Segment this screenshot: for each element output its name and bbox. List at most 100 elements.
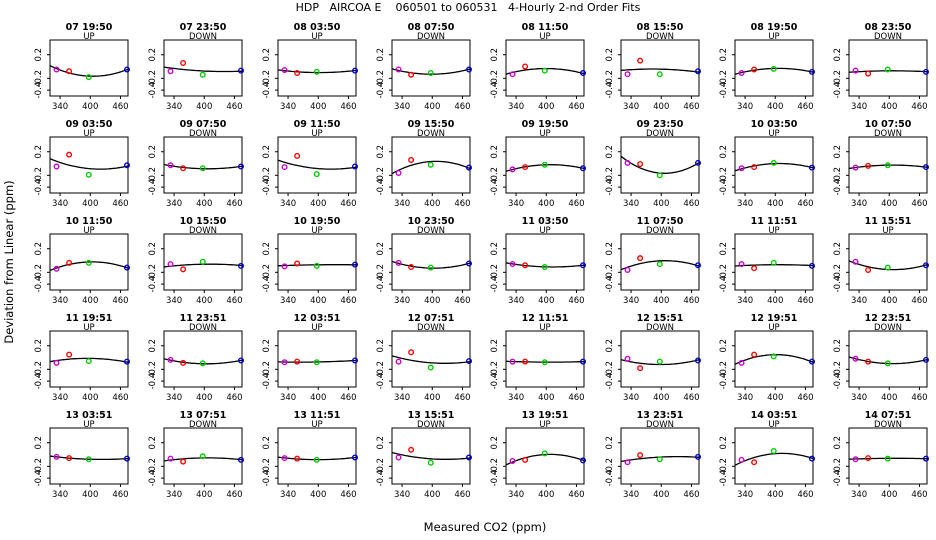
panel-title: 10 11:50 <box>66 216 113 227</box>
panel-title: 12 23:51 <box>865 313 912 324</box>
x-tick-label: 340 <box>623 102 639 112</box>
y-tick-label: -0.4 <box>605 179 615 196</box>
data-point <box>738 70 745 77</box>
data-point <box>167 455 174 462</box>
y-tick-label: -0.4 <box>34 82 44 99</box>
x-tick-label: 460 <box>683 393 699 403</box>
y-tick-label: 0.2 <box>605 339 615 353</box>
x-tick-label: 400 <box>767 199 783 209</box>
x-tick-label: 460 <box>568 102 584 112</box>
x-tick-label: 400 <box>538 102 554 112</box>
y-tick-label: -0.4 <box>833 276 843 293</box>
y-tick-label: -0.2 <box>490 458 500 475</box>
y-tick-label: -0.2 <box>376 361 386 378</box>
x-tick-label: 460 <box>568 296 584 306</box>
x-tick-label: 400 <box>767 296 783 306</box>
y-tick-label: -0.2 <box>148 361 158 378</box>
data-point <box>465 260 472 267</box>
y-tick-label: 0.2 <box>262 339 272 353</box>
y-tick-label: -0.4 <box>262 82 272 99</box>
x-tick-label: 460 <box>797 393 813 403</box>
data-point <box>541 67 548 74</box>
data-point <box>66 455 73 462</box>
y-tick-label: -0.2 <box>34 458 44 475</box>
data-point <box>656 358 663 365</box>
panel-title: 09 07:50 <box>180 119 227 130</box>
x-tick-label: 460 <box>911 393 927 403</box>
x-tick-label: 340 <box>737 102 753 112</box>
data-point <box>465 358 472 365</box>
panel-frame <box>391 427 471 485</box>
panel-frame <box>505 233 585 291</box>
panel-frame <box>620 39 700 97</box>
data-point <box>294 455 301 462</box>
panel-direction: DOWN <box>417 32 445 42</box>
y-tick-label: 0.2 <box>605 436 615 450</box>
x-tick-label: 400 <box>82 296 98 306</box>
panel-frame <box>505 427 585 485</box>
y-tick-label: -0.4 <box>719 373 729 390</box>
panel-frame <box>620 427 700 485</box>
y-tick-label: -0.4 <box>148 470 158 487</box>
data-point <box>180 458 187 465</box>
data-point <box>852 67 859 74</box>
x-tick-label: 340 <box>851 490 867 500</box>
panel-direction: UP <box>768 420 779 430</box>
panel-direction: DOWN <box>417 420 445 430</box>
x-tick-label: 340 <box>851 199 867 209</box>
x-tick-label: 460 <box>683 490 699 500</box>
fit-curve <box>848 457 927 460</box>
x-tick-label: 340 <box>394 490 410 500</box>
panel-title: 08 03:50 <box>294 22 341 33</box>
data-point <box>123 66 130 73</box>
fit-curve <box>49 65 129 77</box>
panel-frame <box>734 39 814 97</box>
data-point <box>738 165 745 172</box>
data-point <box>281 455 288 462</box>
fit-curve <box>848 356 928 365</box>
x-tick-label: 340 <box>737 199 753 209</box>
x-tick-label: 340 <box>280 102 296 112</box>
y-tick-label: -0.2 <box>34 264 44 281</box>
panel-direction: DOWN <box>874 32 902 42</box>
panel-title: 14 07:51 <box>865 410 912 421</box>
x-tick-label: 400 <box>881 102 897 112</box>
data-point <box>85 74 92 81</box>
y-tick-label: 0.2 <box>490 145 500 159</box>
x-tick-label: 400 <box>767 490 783 500</box>
data-point <box>808 358 815 365</box>
data-point <box>922 455 929 462</box>
data-point <box>237 456 244 463</box>
data-point <box>281 67 288 74</box>
y-tick-label: 0.2 <box>376 242 386 256</box>
panel-frame <box>505 39 585 97</box>
panel-title: 08 07:50 <box>408 22 455 33</box>
x-tick-label: 460 <box>112 393 128 403</box>
data-point <box>865 162 872 169</box>
panel-direction: DOWN <box>189 420 217 430</box>
x-tick-label: 340 <box>52 199 68 209</box>
x-tick-label: 400 <box>424 199 440 209</box>
data-point <box>53 265 60 272</box>
x-tick-label: 400 <box>653 102 669 112</box>
y-tick-label: 0.2 <box>148 145 158 159</box>
data-point <box>123 264 130 271</box>
y-tick-label: -0.4 <box>833 373 843 390</box>
x-tick-label: 460 <box>340 393 356 403</box>
panel-title: 11 11:51 <box>751 216 798 227</box>
data-point <box>85 358 92 365</box>
panel-title: 09 03:50 <box>66 119 113 130</box>
x-tick-label: 460 <box>911 199 927 209</box>
y-tick-label: 0.2 <box>490 48 500 62</box>
data-point <box>637 161 644 168</box>
x-tick-label: 460 <box>911 296 927 306</box>
y-tick-label: -0.4 <box>148 179 158 196</box>
y-tick-label: -0.4 <box>34 179 44 196</box>
x-tick-label: 400 <box>196 296 212 306</box>
